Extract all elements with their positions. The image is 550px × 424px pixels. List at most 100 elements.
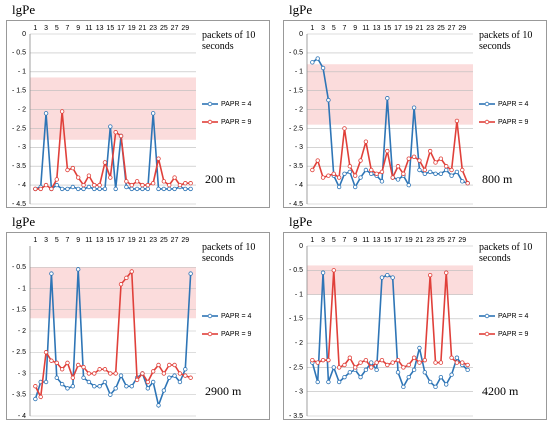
marker [118, 282, 124, 287]
y-tick-label: 0 [299, 31, 303, 38]
x-tick-label: 5 [55, 237, 59, 244]
marker [97, 182, 102, 188]
chart-panel: 0 - 0.5 - 1 - 1.5 - 2 - 2.5 - 3 - 3.5 - 4 - 4.5 1 3… [277, 0, 550, 212]
marker [167, 362, 172, 368]
marker [438, 374, 444, 380]
marker [43, 182, 49, 188]
marker [161, 388, 167, 393]
y-tick-label: - 4 [295, 182, 303, 189]
marker [177, 371, 183, 376]
marker [379, 179, 385, 184]
marker [331, 365, 336, 370]
marker [336, 175, 342, 180]
marker [320, 270, 326, 275]
marker [59, 367, 65, 372]
x-tick-label: 19 [405, 237, 413, 244]
marker [86, 371, 92, 376]
x-tick-label: 1 [33, 25, 37, 32]
marker [379, 275, 385, 280]
annotation: 2900 m [205, 384, 242, 398]
marker [172, 186, 177, 192]
x-tick-label: 13 [373, 25, 381, 32]
marker [188, 181, 193, 186]
marker [379, 357, 385, 363]
y-tick-label: - 2.5 [289, 364, 303, 371]
marker [172, 362, 177, 368]
marker [108, 175, 113, 180]
marker [70, 384, 76, 389]
marker [401, 365, 406, 370]
y-tick-label: - 4 [18, 413, 26, 420]
marker [336, 365, 342, 370]
x-tick-label: 27 [448, 25, 456, 32]
marker [97, 186, 102, 192]
marker [183, 181, 188, 186]
legend-marker [207, 331, 213, 337]
legend-label: PAPR = 4 [498, 313, 529, 320]
marker [374, 360, 379, 365]
marker [347, 169, 353, 175]
x-tick-label: 15 [106, 237, 114, 244]
x-tick-label: 17 [117, 25, 125, 32]
y-tick-label: - 1 [295, 69, 303, 76]
series-line [312, 270, 468, 369]
marker [320, 357, 326, 363]
x-tick-label: 11 [85, 25, 92, 32]
marker [417, 158, 422, 163]
panel-border [6, 232, 270, 420]
marker [65, 386, 70, 391]
x-tick-label: 7 [343, 237, 347, 244]
y-tick-label: - 0.5 [12, 50, 26, 57]
marker [433, 171, 438, 176]
marker [70, 375, 76, 380]
marker [75, 175, 81, 180]
x-tick-label: 15 [106, 25, 114, 32]
marker [81, 375, 86, 380]
marker [59, 381, 65, 387]
marker [352, 173, 358, 178]
marker [411, 105, 417, 110]
x-tick-label: 17 [394, 25, 402, 32]
x-tick-label: 27 [171, 237, 179, 244]
marker [124, 179, 129, 184]
y-tick-label: - 4 [18, 182, 26, 189]
marker [385, 272, 390, 278]
marker [310, 60, 315, 65]
marker [49, 358, 54, 363]
marker [342, 362, 347, 368]
marker [422, 357, 428, 363]
y-tick-label: - 1.5 [289, 88, 303, 95]
y-tick-label: - 1 [18, 69, 26, 76]
marker [161, 179, 167, 184]
x-tick-label: 17 [117, 237, 125, 244]
marker [113, 186, 118, 192]
marker [310, 357, 315, 363]
x-tick-label: 23 [149, 25, 157, 32]
marker [438, 171, 444, 176]
marker [417, 345, 422, 351]
x-tick-label: 25 [437, 237, 445, 244]
marker [156, 186, 161, 192]
marker [342, 126, 347, 131]
marker [401, 171, 406, 176]
marker [454, 169, 460, 175]
marker [385, 96, 390, 101]
marker [188, 271, 193, 276]
chart-panel: 0- 0.5- 1- 1.5- 2- 2.5- 3- 3.5 1 3 5 7 9 11 13 1… [277, 212, 550, 424]
marker [379, 169, 385, 175]
marker [33, 396, 38, 402]
y-tick-label: - 3.5 [289, 413, 303, 420]
x-tick-label: 11 [362, 25, 369, 32]
marker [460, 179, 465, 184]
marker [43, 350, 49, 355]
y-tick-label: - 2.5 [12, 349, 26, 356]
y-tick-label: - 1 [295, 291, 303, 298]
x-tick-label: 9 [76, 237, 80, 244]
y-tick-label: - 2.5 [12, 125, 26, 132]
marker [156, 403, 161, 408]
marker [390, 360, 395, 365]
marker [97, 367, 102, 372]
marker [54, 360, 59, 366]
marker [358, 158, 363, 163]
x-axis-label: packets of 10 seconds [479, 242, 533, 264]
